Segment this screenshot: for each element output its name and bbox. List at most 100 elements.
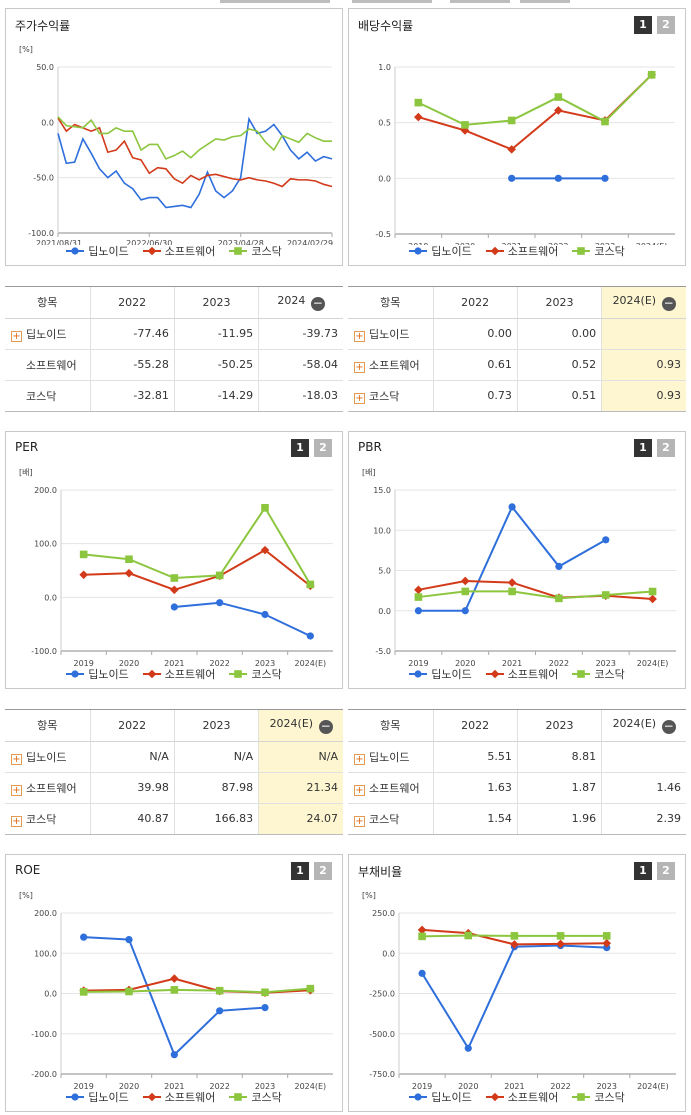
view-2-button[interactable]: 2 <box>657 439 675 457</box>
data-point-kosdaq <box>79 550 88 559</box>
collapse-minus-icon[interactable]: − <box>661 718 676 734</box>
expand-plus-icon[interactable]: + <box>354 361 365 373</box>
y-tick-label: 50.0 <box>36 63 54 72</box>
data-point-kosdaq <box>79 988 88 996</box>
legend-item-software: 소프트웨어 <box>142 666 215 682</box>
data-point-dnoid <box>461 607 469 615</box>
table-cell: -14.29 <box>173 380 259 411</box>
legend-marker <box>577 670 586 678</box>
y-tick-label: -200.0 <box>31 1070 57 1079</box>
axis-unit: [배] <box>362 468 376 477</box>
axis-unit: [%] <box>19 45 33 54</box>
data-point-kosdaq <box>510 932 519 940</box>
table-cell: N/A <box>173 741 259 773</box>
y-tick-label: -100.0 <box>31 1030 57 1039</box>
view-1-button[interactable]: 1 <box>291 439 309 457</box>
y-tick-label: 0.0 <box>378 607 391 616</box>
per-table: 항목 2022 2023 2024(E) − + 딥노이드 N/A N/A N/A… <box>5 709 343 835</box>
stock-return-panel: 주가수익률 [%] 50.0 0.0 -50.0 -100.0 2021/08/31 202… <box>5 8 343 266</box>
view-1-button[interactable]: 1 <box>634 16 652 34</box>
legend-swatch-line-icon <box>485 669 504 679</box>
legend-swatch-line-icon <box>409 246 428 256</box>
view-1-button[interactable]: 1 <box>291 862 309 880</box>
data-point-kosdaq <box>170 574 179 582</box>
table-cell: 40.87 <box>89 803 175 834</box>
expand-plus-icon[interactable]: + <box>11 784 22 796</box>
view-2-button[interactable]: 2 <box>657 862 675 880</box>
data-point-dnoid <box>80 933 88 941</box>
legend-marker <box>577 247 586 255</box>
y-tick-label: 0.0 <box>44 990 57 999</box>
x-tick-label: 2020 <box>458 1082 478 1091</box>
view-2-button[interactable]: 2 <box>314 862 332 880</box>
series-line-dnoid <box>421 944 607 1051</box>
expand-plus-icon[interactable]: + <box>354 815 365 827</box>
expand-plus-icon[interactable]: + <box>354 784 365 796</box>
data-point-software <box>460 576 470 586</box>
legend-swatch-line-icon <box>142 1092 161 1102</box>
row-label: 코스닥 <box>369 389 400 403</box>
legend-marker <box>414 247 422 255</box>
table-cell: 0.61 <box>432 349 518 381</box>
collapse-minus-icon[interactable]: − <box>661 295 676 311</box>
table-header-2024e: 2024(E) − <box>601 710 686 742</box>
chart-legend: 딥노이드 소프트웨어 코스닥 <box>6 243 342 259</box>
data-point-kosdaq <box>647 70 656 79</box>
data-point-dnoid <box>414 607 423 615</box>
view-1-button[interactable]: 1 <box>634 439 652 457</box>
x-tick-label: 2024/02/29 <box>287 239 333 245</box>
collapse-minus-icon[interactable]: − <box>310 295 325 311</box>
table-cell: 166.83 <box>173 803 259 834</box>
data-point-software <box>602 938 612 948</box>
expand-plus-icon[interactable]: + <box>354 330 365 342</box>
view-2-button[interactable]: 2 <box>657 16 675 34</box>
panel-title: PBR <box>358 440 382 454</box>
data-point-dnoid <box>306 632 314 640</box>
data-point-kosdaq <box>461 121 469 129</box>
expand-plus-icon[interactable]: + <box>11 815 22 827</box>
x-tick-label: 2021 <box>501 242 521 245</box>
y-tick-label: -100.0 <box>28 229 54 238</box>
y-tick-label: 200.0 <box>34 486 57 495</box>
legend-marker <box>234 247 243 255</box>
data-point-kosdaq <box>507 116 516 125</box>
x-tick-label: 2024(E) <box>637 1082 669 1091</box>
collapse-minus-icon[interactable]: − <box>318 718 333 734</box>
legend-swatch-line-icon <box>409 1092 428 1102</box>
view-2-button[interactable]: 2 <box>314 439 332 457</box>
data-point-software <box>510 940 519 949</box>
y-tick-label: 200.0 <box>34 909 57 918</box>
table-cell <box>601 318 686 350</box>
data-point-dnoid <box>125 935 133 944</box>
table-cell: -18.03 <box>258 380 343 411</box>
data-point-software <box>554 106 563 115</box>
table-header: 2022 <box>432 710 518 742</box>
series-line-kosdaq <box>57 116 332 160</box>
legend-item-dnoid: 딥노이드 <box>66 1089 129 1105</box>
table-cell: -50.25 <box>173 349 259 381</box>
table-cell: 87.98 <box>173 772 259 804</box>
expand-plus-icon[interactable]: + <box>11 753 22 765</box>
y-tick-label: 1.0 <box>378 63 391 72</box>
y-tick-label: -250.0 <box>369 990 395 999</box>
data-point-software <box>260 545 270 555</box>
legend-swatch-line-icon <box>66 669 85 679</box>
expand-plus-icon[interactable]: + <box>354 753 365 765</box>
legend-marker <box>71 247 79 255</box>
table-cell: 1.46 <box>601 772 686 804</box>
data-point-dnoid <box>216 599 224 607</box>
legend-marker <box>490 669 500 679</box>
expand-plus-icon[interactable]: + <box>354 392 365 404</box>
series-line-dnoid <box>57 116 333 209</box>
series-line-software <box>83 548 311 591</box>
table-cell: -55.28 <box>89 349 175 381</box>
table-cell: -58.04 <box>258 349 343 381</box>
x-tick-label: 2019 <box>412 1082 432 1091</box>
top-strip <box>352 0 432 3</box>
expand-plus-icon[interactable]: + <box>11 330 22 342</box>
table-cell: 24.07 <box>258 803 343 834</box>
y-tick-label: 10.0 <box>373 526 391 535</box>
table-cell: 0.93 <box>601 380 686 411</box>
view-1-button[interactable]: 1 <box>634 862 652 880</box>
